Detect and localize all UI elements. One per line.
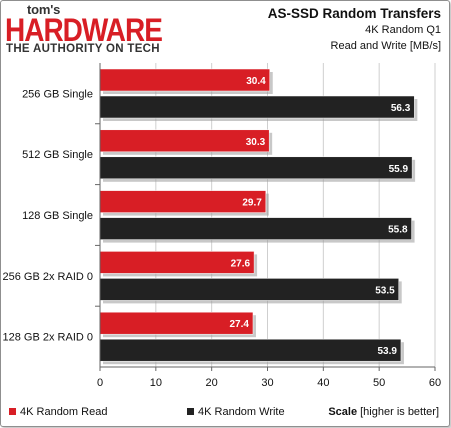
logo-big-text: HARDWARE xyxy=(5,12,163,48)
bar-value-label: 30.4 xyxy=(246,76,266,87)
legend-swatch-write xyxy=(187,408,194,415)
chart-unit: Read and Write [MB/s] xyxy=(330,40,441,52)
bar-write xyxy=(99,278,399,301)
bar-value-label: 55.9 xyxy=(389,164,409,175)
category-label: 128 GB 2x RAID 0 xyxy=(3,332,94,344)
chart-title-block: AS-SSD Random Transfers 4K Random Q1 Rea… xyxy=(268,5,441,54)
scale-bold: Scale xyxy=(328,406,358,418)
logo-small-text: tom's xyxy=(27,2,61,17)
chart-subtitle: 4K Random Q1 xyxy=(365,24,441,36)
legend-label-read: 4K Random Read xyxy=(20,406,108,418)
bar-value-label: 53.9 xyxy=(377,346,397,357)
logo-tagline: THE AUTHORITY ON TECH xyxy=(6,43,160,55)
bar-write xyxy=(99,338,402,362)
category-label: 128 GB Single xyxy=(22,210,93,222)
x-tick-label: 30 xyxy=(261,377,273,389)
scale-note: Scale [higher is better] xyxy=(328,406,439,418)
category-label: 256 GB 2x RAID 0 xyxy=(3,271,94,283)
bar-value-label: 55.8 xyxy=(388,225,408,236)
bar-value-label: 56.3 xyxy=(391,103,411,114)
x-tick-label: 60 xyxy=(429,377,441,389)
bar-write xyxy=(99,156,413,180)
bar-value-label: 27.6 xyxy=(231,258,251,269)
bar-value-label: 27.4 xyxy=(230,319,250,330)
bar-read xyxy=(99,68,270,92)
scale-note-text: [higher is better] xyxy=(360,406,439,418)
category-label: 256 GB Single xyxy=(22,88,93,100)
bar-value-label: 29.7 xyxy=(242,198,262,209)
bar-read xyxy=(99,129,270,153)
x-tick-label: 20 xyxy=(206,377,218,389)
bars: 30.4 56.3 30.3 55.9 29.7 55.8 27.6 53.5 27.4 53.9 xyxy=(99,68,418,365)
bar-value-label: 53.5 xyxy=(375,285,395,296)
bar-read xyxy=(99,190,267,213)
toms-hardware-logo: tom's HARDWARE THE AUTHORITY ON TECH xyxy=(5,2,175,57)
x-tick-label: 40 xyxy=(317,377,329,389)
bar-write xyxy=(99,95,415,119)
legend-swatch-read xyxy=(9,408,16,415)
axes: 0 10 20 30 40 50 60 256 GB Single 512 GB Single 1… xyxy=(3,63,441,389)
bar-write xyxy=(99,217,412,240)
x-tick-label: 10 xyxy=(150,377,162,389)
chart-title: AS-SSD Random Transfers xyxy=(267,6,441,21)
legend-item-write: 4K Random Write xyxy=(187,406,285,418)
legend-item-read: 4K Random Read xyxy=(9,406,107,418)
x-tick-label: 0 xyxy=(97,377,103,389)
category-label: 512 GB Single xyxy=(22,149,93,161)
x-tick-label: 50 xyxy=(373,377,385,389)
legend-label-write: 4K Random Write xyxy=(198,406,285,418)
bar-value-label: 30.3 xyxy=(246,137,266,148)
